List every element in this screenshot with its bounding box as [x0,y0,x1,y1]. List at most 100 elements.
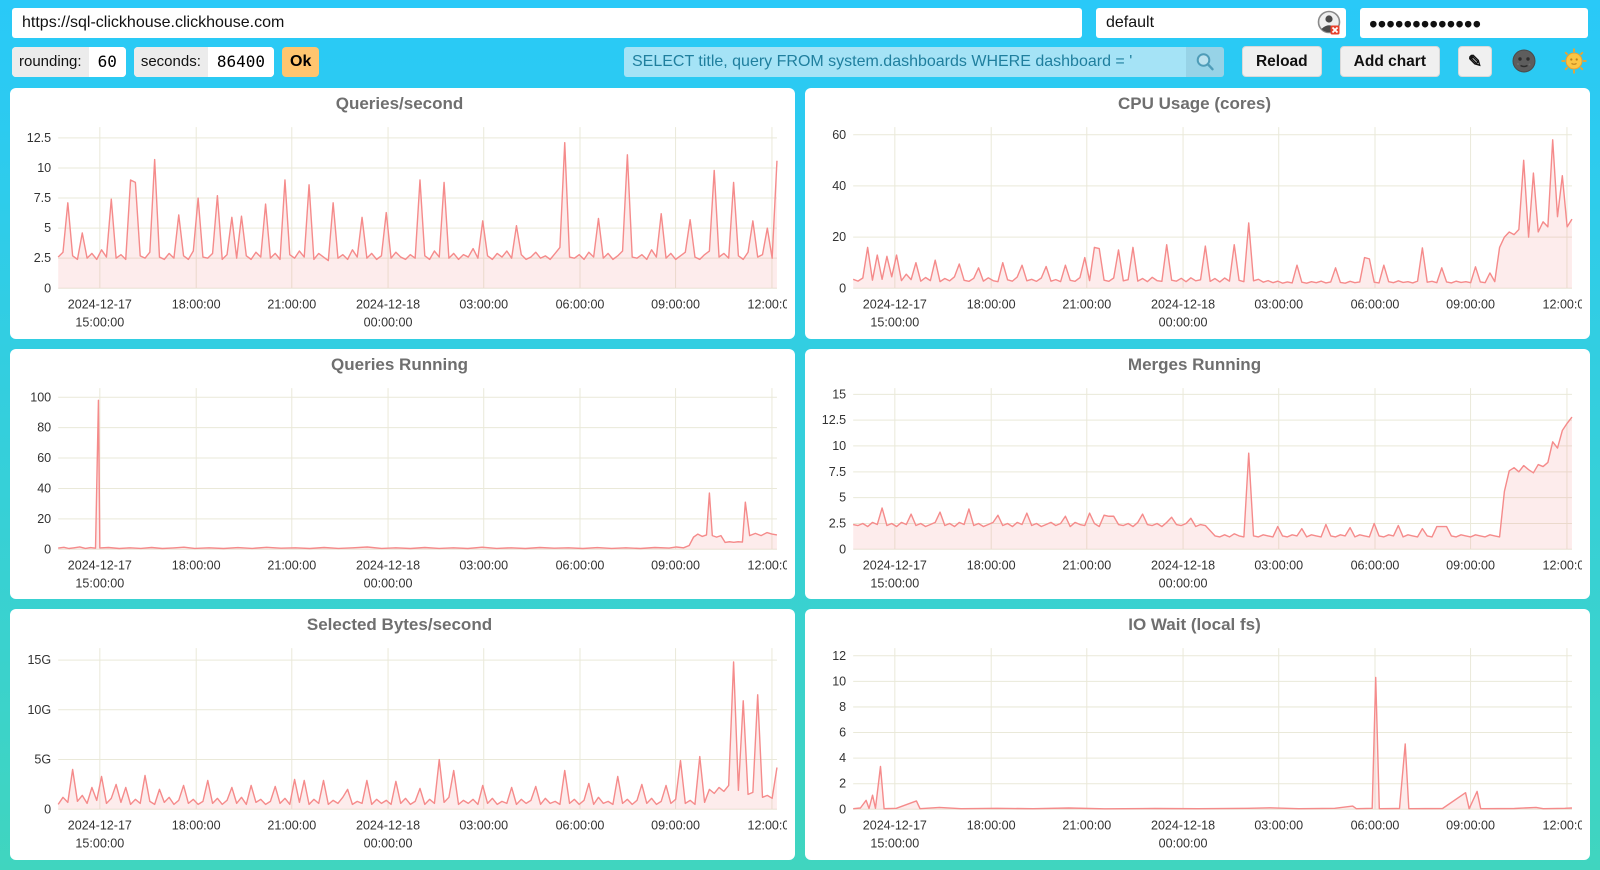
svg-text:4: 4 [839,751,846,765]
svg-text:10: 10 [832,439,846,453]
svg-text:09:00:00: 09:00:00 [1446,819,1495,833]
svg-text:10G: 10G [27,703,51,717]
chart-title: Queries/second [12,93,787,115]
chart-title: IO Wait (local fs) [807,614,1582,636]
svg-text:2024-12-18: 2024-12-18 [1151,558,1215,572]
svg-text:15:00:00: 15:00:00 [870,316,919,330]
svg-text:5G: 5G [34,753,51,767]
chart-plot[interactable]: 0246810122024-12-1715:00:0018:00:0021:00… [807,636,1582,858]
rounding-label: rounding: [12,47,89,77]
svg-text:00:00:00: 00:00:00 [1159,837,1208,851]
svg-text:8: 8 [839,700,846,714]
chart-card-queries-running: Queries Running 0204060801002024-12-1715… [10,349,795,600]
reload-button[interactable]: Reload [1242,46,1322,77]
svg-text:12.5: 12.5 [822,413,846,427]
svg-text:21:00:00: 21:00:00 [267,297,316,311]
chart-plot[interactable]: 02040602024-12-1715:00:0018:00:0021:00:0… [807,115,1582,337]
svg-text:5: 5 [839,490,846,504]
svg-text:12:00:00: 12:00:00 [1543,558,1582,572]
svg-text:12:00:00: 12:00:00 [748,558,787,572]
svg-text:00:00:00: 00:00:00 [1159,316,1208,330]
dashboard-query-wrap [624,47,1224,77]
svg-text:06:00:00: 06:00:00 [556,819,605,833]
chart-title: Merges Running [807,354,1582,376]
edit-button[interactable]: ✎ [1458,46,1492,77]
svg-text:09:00:00: 09:00:00 [651,558,700,572]
svg-text:20: 20 [37,512,51,526]
svg-text:03:00:00: 03:00:00 [459,297,508,311]
svg-text:21:00:00: 21:00:00 [1062,558,1111,572]
svg-text:03:00:00: 03:00:00 [459,819,508,833]
chart-plot[interactable]: 0204060801002024-12-1715:00:0018:00:0021… [12,376,787,598]
user-status-icon [1316,10,1342,36]
svg-text:18:00:00: 18:00:00 [967,819,1016,833]
svg-text:2024-12-18: 2024-12-18 [1151,297,1215,311]
svg-text:15G: 15G [27,653,51,667]
svg-text:0: 0 [839,803,846,817]
svg-text:00:00:00: 00:00:00 [364,316,413,330]
password-input[interactable] [1360,8,1588,38]
chart-card-selected-bytes: Selected Bytes/second 05G10G15G2024-12-1… [10,609,795,860]
svg-text:18:00:00: 18:00:00 [967,297,1016,311]
svg-text:2: 2 [839,777,846,791]
svg-text:15: 15 [832,387,846,401]
seconds-value-input[interactable]: 86400 [208,47,274,77]
svg-text:7.5: 7.5 [829,464,846,478]
svg-text:2024-12-18: 2024-12-18 [1151,819,1215,833]
svg-text:09:00:00: 09:00:00 [651,819,700,833]
chart-plot[interactable]: 02.557.51012.5152024-12-1715:00:0018:00:… [807,376,1582,598]
chart-plot[interactable]: 02.557.51012.52024-12-1715:00:0018:00:00… [12,115,787,337]
light-theme-button[interactable] [1560,48,1588,76]
chart-card-merges-running: Merges Running 02.557.51012.5152024-12-1… [805,349,1590,600]
rounding-control: rounding: 60 [12,47,126,77]
svg-text:15:00:00: 15:00:00 [75,837,124,851]
svg-text:09:00:00: 09:00:00 [1446,297,1495,311]
svg-text:10: 10 [37,161,51,175]
ok-button[interactable]: Ok [282,47,319,77]
username-field-wrap [1096,8,1346,38]
connection-bar [0,0,1600,38]
svg-text:20: 20 [832,230,846,244]
svg-text:100: 100 [30,390,51,404]
svg-text:03:00:00: 03:00:00 [1254,558,1303,572]
svg-text:2024-12-18: 2024-12-18 [356,819,420,833]
server-url-input[interactable] [12,8,1082,38]
seconds-control: seconds: 86400 [134,47,274,77]
username-input[interactable] [1096,8,1346,38]
svg-text:12:00:00: 12:00:00 [1543,297,1582,311]
rounding-value-input[interactable]: 60 [89,47,126,77]
svg-text:03:00:00: 03:00:00 [1254,297,1303,311]
svg-text:06:00:00: 06:00:00 [556,558,605,572]
svg-text:09:00:00: 09:00:00 [651,297,700,311]
seconds-label: seconds: [134,47,208,77]
svg-text:06:00:00: 06:00:00 [1351,558,1400,572]
svg-text:12.5: 12.5 [27,131,51,145]
svg-text:15:00:00: 15:00:00 [870,837,919,851]
svg-text:2024-12-17: 2024-12-17 [68,558,132,572]
chart-plot[interactable]: 05G10G15G2024-12-1715:00:0018:00:0021:00… [12,636,787,858]
svg-text:09:00:00: 09:00:00 [1446,558,1495,572]
svg-text:0: 0 [839,281,846,295]
add-chart-button[interactable]: Add chart [1340,46,1440,77]
svg-text:10: 10 [832,675,846,689]
svg-text:40: 40 [37,481,51,495]
svg-text:12:00:00: 12:00:00 [748,297,787,311]
svg-text:0: 0 [839,542,846,556]
svg-text:2024-12-18: 2024-12-18 [356,297,420,311]
chart-card-io-wait: IO Wait (local fs) 0246810122024-12-1715… [805,609,1590,860]
svg-text:03:00:00: 03:00:00 [1254,819,1303,833]
svg-text:12: 12 [832,649,846,663]
chart-title: Queries Running [12,354,787,376]
svg-text:7.5: 7.5 [34,191,51,205]
svg-text:2024-12-18: 2024-12-18 [356,558,420,572]
chart-card-queries-per-second: Queries/second 02.557.51012.52024-12-171… [10,88,795,339]
dashboard-query-input[interactable] [624,47,1186,77]
svg-text:00:00:00: 00:00:00 [1159,576,1208,590]
svg-text:15:00:00: 15:00:00 [75,316,124,330]
svg-text:00:00:00: 00:00:00 [364,576,413,590]
svg-text:03:00:00: 03:00:00 [459,558,508,572]
dark-theme-button[interactable] [1510,48,1538,76]
svg-text:21:00:00: 21:00:00 [1062,819,1111,833]
svg-text:6: 6 [839,726,846,740]
search-button[interactable] [1186,47,1224,77]
